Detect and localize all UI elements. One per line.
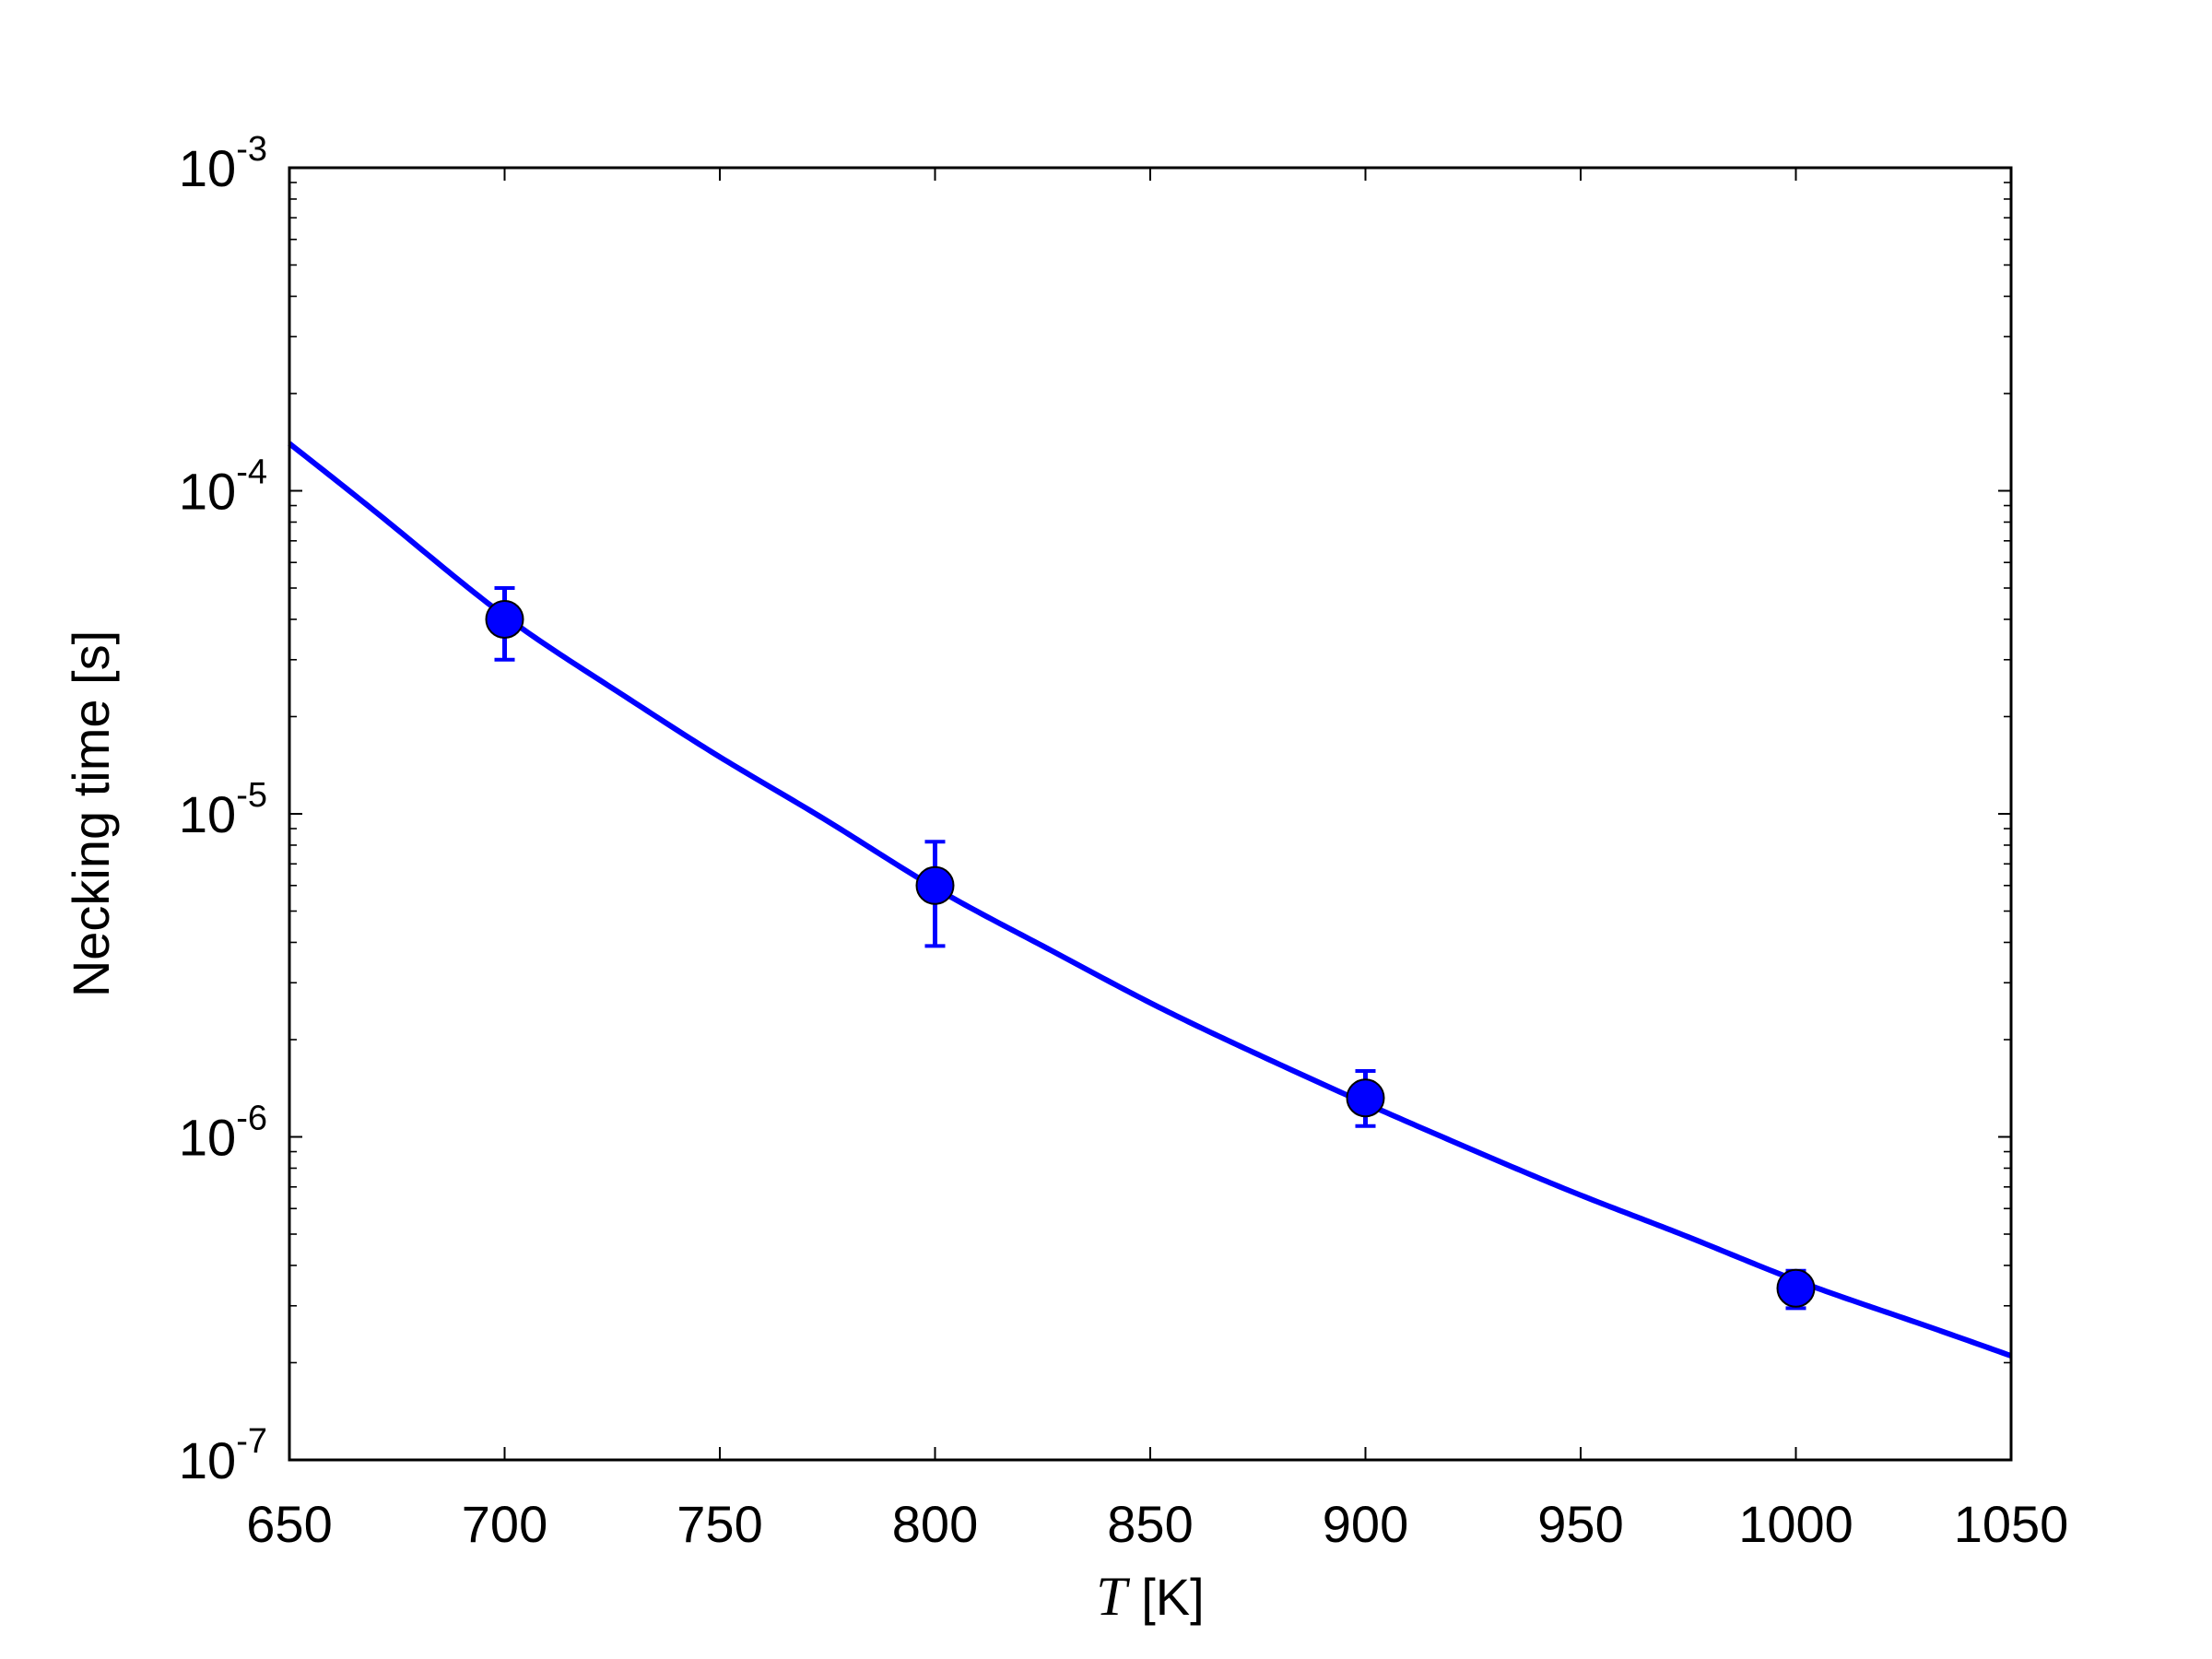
x-tick-label: 900 <box>1323 1495 1408 1553</box>
x-tick-labels: 650 700 750 800 850 900 950 1000 1050 <box>246 1495 2068 1553</box>
x-axis-symbol: T <box>1096 1566 1130 1627</box>
y-axis-label: Necking time [s] <box>62 630 120 997</box>
plot-frame <box>288 166 2013 1462</box>
y-tick-exponent: -4 <box>236 453 267 492</box>
y-tick-label: 10-3 <box>179 130 267 197</box>
data-point <box>1776 1268 1816 1308</box>
y-tick-exponent: -3 <box>236 130 267 169</box>
y-tick-label: 10-4 <box>179 453 267 521</box>
x-tick-label: 1000 <box>1738 1495 1853 1553</box>
data-point <box>915 865 955 905</box>
x-tick-label: 750 <box>677 1495 762 1553</box>
points-layer <box>485 599 1816 1308</box>
fit-line-layer <box>288 441 2013 1359</box>
y-tick-label: 10-5 <box>179 776 267 843</box>
x-tick-label: 950 <box>1537 1495 1623 1553</box>
y-tick-exponent: -6 <box>236 1100 267 1138</box>
y-tick-exponent: -5 <box>236 776 267 815</box>
y-tick-base: 10 <box>179 785 236 843</box>
y-tick-base: 10 <box>179 139 236 197</box>
y-tick-base: 10 <box>179 1431 236 1489</box>
x-axis-label: T [K] <box>1096 1566 1204 1627</box>
x-tick-label: 650 <box>246 1495 332 1553</box>
y-tick-label: 10-7 <box>179 1422 267 1489</box>
x-axis-unit: [K] <box>1127 1568 1205 1626</box>
y-tick-exponent: -7 <box>236 1422 267 1461</box>
data-point <box>485 599 524 639</box>
y-tick-labels: 10-310-410-510-610-7 <box>179 130 267 1489</box>
x-tick-label: 850 <box>1107 1495 1193 1553</box>
x-tick-label: 1050 <box>1954 1495 2069 1553</box>
y-tick-base: 10 <box>179 1109 236 1167</box>
data-point <box>1346 1078 1385 1118</box>
fit-curve <box>288 441 2013 1359</box>
x-tick-label: 700 <box>462 1495 547 1553</box>
y-tick-base: 10 <box>179 463 236 521</box>
y-tick-label: 10-6 <box>179 1100 267 1167</box>
x-tick-label: 800 <box>892 1495 978 1553</box>
